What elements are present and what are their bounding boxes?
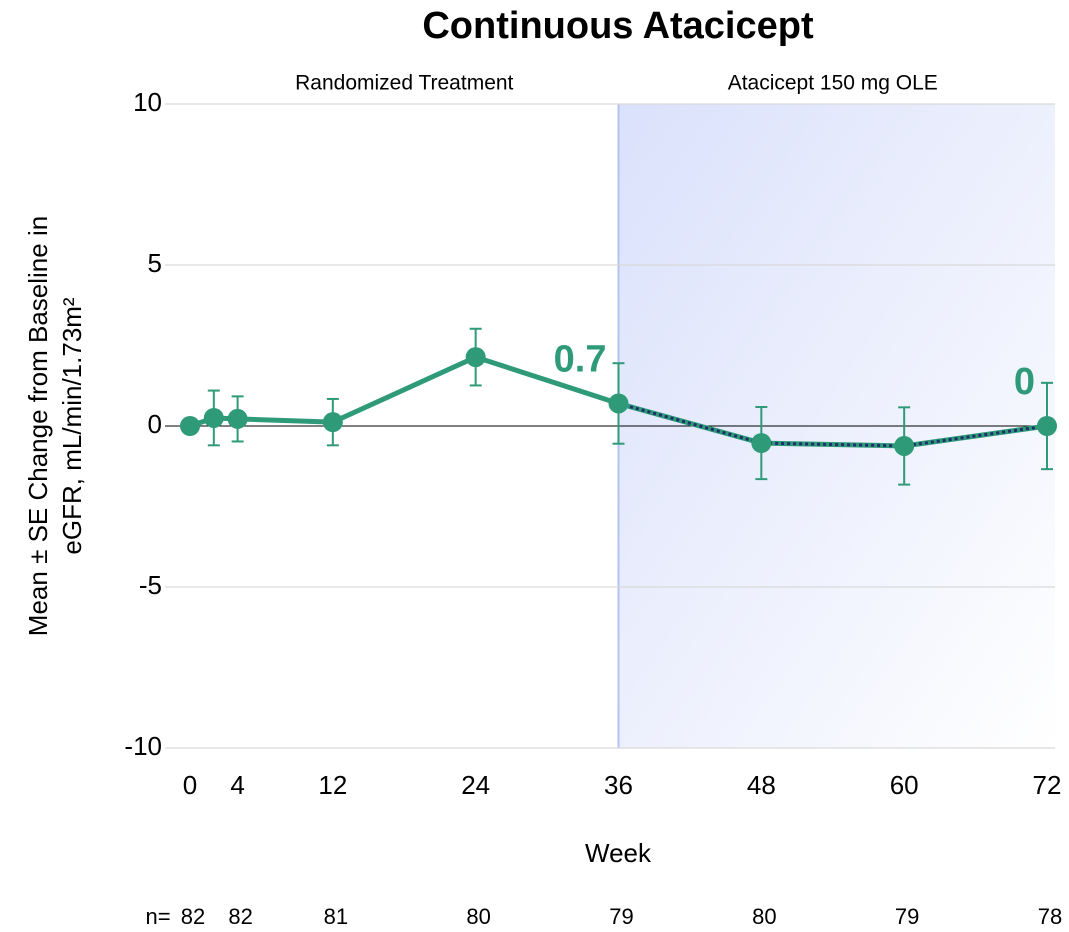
x-tick-label: 72 bbox=[1033, 770, 1062, 800]
n-value: 82 bbox=[228, 904, 252, 929]
y-tick-label: -10 bbox=[124, 731, 162, 761]
x-tick-label: 4 bbox=[230, 770, 244, 800]
n-value: 79 bbox=[895, 904, 919, 929]
point bbox=[751, 433, 772, 454]
line-overlay bbox=[618, 402, 1048, 448]
x-axis-label: Week bbox=[585, 838, 652, 868]
n-value: 80 bbox=[752, 904, 776, 929]
x-tick-label: 24 bbox=[461, 770, 490, 800]
region-label: Atacicept 150 mg OLE bbox=[728, 72, 938, 95]
n-value: 79 bbox=[609, 904, 633, 929]
y-tick-label: 0 bbox=[148, 409, 162, 439]
point bbox=[227, 408, 248, 429]
annotation: 0.7 bbox=[554, 338, 607, 380]
chart-title: Continuous Atacicept bbox=[422, 5, 814, 47]
n-value: 80 bbox=[466, 904, 490, 929]
point bbox=[465, 347, 486, 368]
point bbox=[894, 435, 915, 456]
point bbox=[203, 407, 224, 428]
x-tick-label: 36 bbox=[604, 770, 633, 800]
n-value: 82 bbox=[181, 904, 205, 929]
n-value: 78 bbox=[1038, 904, 1062, 929]
annotation: 0 bbox=[1014, 361, 1035, 403]
point bbox=[1037, 416, 1057, 436]
n-label: n= bbox=[145, 904, 170, 929]
region-label: Randomized Treatment bbox=[295, 72, 513, 95]
y-tick-label: -5 bbox=[139, 570, 162, 600]
point bbox=[608, 393, 629, 414]
y-axis-label: eGFR, mL/min/1.73m² bbox=[57, 297, 87, 555]
y-axis-label: Mean ± SE Change from Baseline in bbox=[23, 216, 53, 636]
y-tick-label: 5 bbox=[148, 248, 162, 278]
point bbox=[180, 416, 200, 436]
y-tick-label: 10 bbox=[133, 87, 162, 117]
n-value: 81 bbox=[324, 904, 348, 929]
point bbox=[322, 412, 343, 433]
x-tick-label: 12 bbox=[318, 770, 347, 800]
x-tick-label: 60 bbox=[890, 770, 919, 800]
x-tick-label: 0 bbox=[183, 770, 197, 800]
x-tick-label: 48 bbox=[747, 770, 776, 800]
